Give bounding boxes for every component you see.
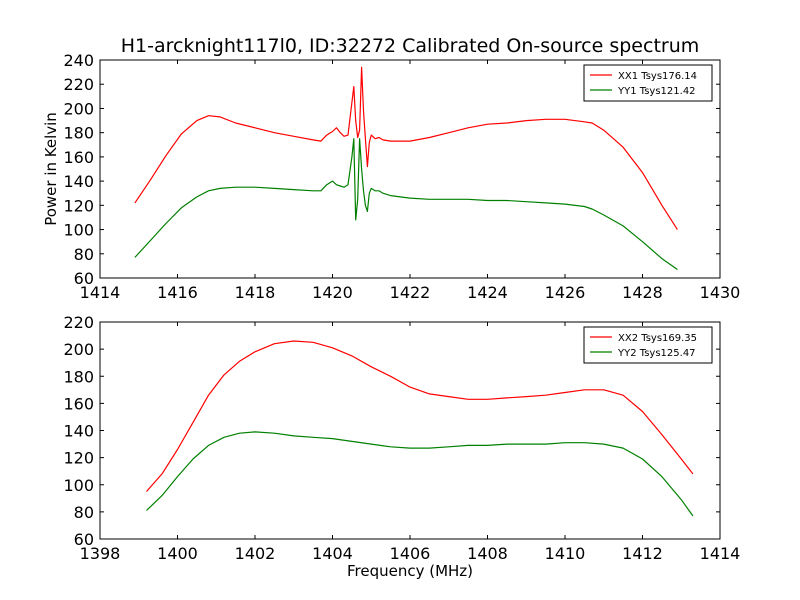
x-tick-label: 1410 <box>545 544 586 563</box>
subplot-2: 1398 1400 1402 1404 1406 1408 1410 1412 1414 60 80… <box>63 313 740 563</box>
x-tick-label: 1426 <box>545 283 586 302</box>
x-tick-label: 1416 <box>157 283 198 302</box>
x-tick-label: 1400 <box>157 544 198 563</box>
y-tick-label: 200 <box>63 99 94 118</box>
y-tick-label: 160 <box>63 394 94 413</box>
x-tick-label: 1430 <box>700 283 741 302</box>
subplot-1: 1414 1416 1418 1420 1422 1424 1426 1428 1430 60 80… <box>63 51 740 302</box>
y-tick-label: 120 <box>63 196 94 215</box>
y-tick-label: 100 <box>63 476 94 495</box>
figure-title: H1-arcknight117l0, ID:32272 Calibrated O… <box>121 35 700 57</box>
x-tick-label: 1414 <box>80 283 121 302</box>
series-line-1-1 <box>134 66 678 230</box>
y-axis-label: Power in Kelvin <box>42 112 60 226</box>
legend-1: XX1 Tsys176.14 YY1 Tsys121.42 <box>583 64 713 102</box>
x-tick-label: 1408 <box>467 544 508 563</box>
x-tick-label: 1422 <box>390 283 431 302</box>
legend-2: XX2 Tsys169.35 YY2 Tsys125.47 <box>583 326 713 364</box>
y-tick-label: 60 <box>74 269 94 288</box>
x-tick-label: 1414 <box>700 544 741 563</box>
y-tick-label: 80 <box>74 245 94 264</box>
plot-area: 1414 1416 1418 1420 1422 1424 1426 1428 1430 60 80… <box>63 51 740 563</box>
series-line-1-2 <box>134 138 678 270</box>
y-tick-label: 100 <box>63 221 94 240</box>
series-line-2-1 <box>146 340 694 492</box>
x-tick-label: 1420 <box>312 283 353 302</box>
x-tick-label: 1412 <box>622 544 663 563</box>
legend-label: XX1 Tsys176.14 <box>618 71 697 82</box>
y-tick-label: 180 <box>63 367 94 386</box>
x-tick-label: 1418 <box>235 283 276 302</box>
y-tick-label: 80 <box>74 503 94 522</box>
y-tick-label: 180 <box>63 124 94 143</box>
y-tick-label: 240 <box>63 51 94 70</box>
legend-label: YY1 Tsys121.42 <box>617 86 696 97</box>
y-tick-label: 160 <box>63 148 94 167</box>
y-tick-label: 200 <box>63 340 94 359</box>
x-axis-label: Frequency (MHz) <box>347 562 473 580</box>
x-tick-label: 1424 <box>467 283 508 302</box>
y-tick-label: 120 <box>63 449 94 468</box>
legend-box <box>583 64 713 102</box>
legend-label: XX2 Tsys169.35 <box>618 333 697 344</box>
legend-label: YY2 Tsys125.47 <box>617 348 696 359</box>
x-tick-label: 1398 <box>80 544 121 563</box>
x-tick-label: 1402 <box>235 544 276 563</box>
legend-box <box>583 326 713 364</box>
series-line-2-2 <box>146 431 694 517</box>
x-tick-label: 1406 <box>390 544 431 563</box>
y-tick-label: 60 <box>74 530 94 549</box>
x-tick-label: 1428 <box>622 283 663 302</box>
y-tick-label: 140 <box>63 422 94 441</box>
y-tick-label: 220 <box>63 313 94 332</box>
x-tick-label: 1404 <box>312 544 353 563</box>
y-tick-label: 220 <box>63 75 94 94</box>
y-tick-label: 140 <box>63 172 94 191</box>
